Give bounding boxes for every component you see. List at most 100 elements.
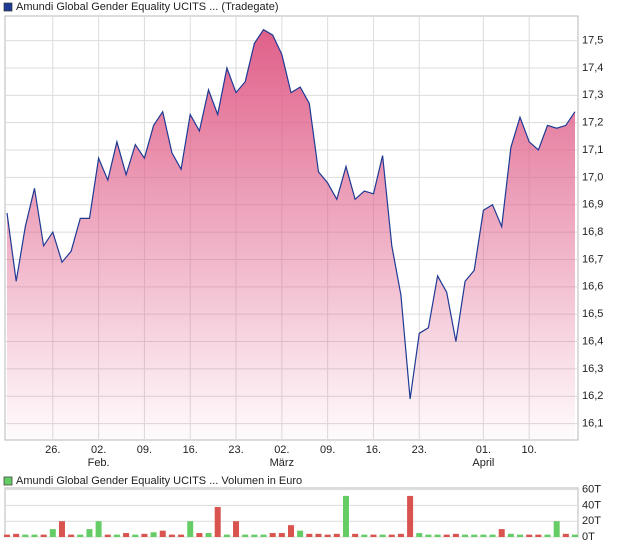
volume-bar <box>370 534 377 537</box>
volume-bar <box>361 534 368 537</box>
x-tick-label: 23. <box>228 444 243 456</box>
x-month-label: April <box>472 457 494 469</box>
volume-bar <box>407 495 414 537</box>
volume-bar <box>288 525 294 537</box>
volume-bar <box>113 534 120 537</box>
volume-bar <box>315 533 322 537</box>
legend-swatch <box>3 2 13 12</box>
volume-bar <box>388 534 395 537</box>
volume-bar <box>123 533 130 537</box>
x-tick-label: 09. <box>137 444 152 456</box>
x-month-label: März <box>270 457 294 469</box>
x-tick-label: 23. <box>412 444 427 456</box>
y-tick-label: 16,1 <box>582 417 603 429</box>
volume-bar <box>68 534 75 537</box>
volume-bar <box>205 533 212 537</box>
volume-bar <box>480 534 487 537</box>
volume-bar <box>379 534 386 537</box>
x-tick-label: 10. <box>522 444 537 456</box>
y-tick-label: 0T <box>582 531 595 543</box>
volume-bar <box>544 534 551 537</box>
volume-bar <box>86 529 93 537</box>
volume-bar <box>40 534 47 537</box>
y-tick-label: 17,3 <box>582 89 603 101</box>
y-tick-label: 16,6 <box>582 281 603 293</box>
volume-bar <box>342 495 349 537</box>
volume-bar <box>260 534 267 537</box>
x-tick-label: 02. <box>274 444 289 456</box>
volume-bar <box>452 533 459 537</box>
volume-bar <box>297 530 304 537</box>
volume-bar <box>553 521 560 537</box>
y-tick-label: 16,8 <box>582 226 603 238</box>
volume-bar <box>242 534 249 537</box>
y-tick-label: 16,4 <box>582 335 603 347</box>
volume-bar <box>187 521 194 537</box>
volume-bar <box>306 533 313 537</box>
volume-bar <box>141 533 148 537</box>
legend-label: Amundi Global Gender Equality UCITS ... … <box>16 475 302 487</box>
volume-bar <box>462 534 469 537</box>
y-tick-label: 16,5 <box>582 308 603 320</box>
volume-bar <box>562 533 569 537</box>
volume-bar <box>425 534 432 537</box>
volume-bar <box>498 529 505 537</box>
x-tick-label: 16. <box>366 444 381 456</box>
volume-bar <box>178 534 185 537</box>
y-tick-label: 17,2 <box>582 117 603 129</box>
volume-bar <box>233 521 240 537</box>
y-tick-label: 20T <box>582 515 601 527</box>
volume-bar <box>95 521 102 537</box>
y-tick-label: 60T <box>582 483 601 495</box>
volume-bar <box>324 534 331 537</box>
volume-bar <box>434 534 441 537</box>
volume-bar <box>526 534 533 537</box>
x-tick-label: 09. <box>320 444 335 456</box>
legend-swatch <box>3 476 13 486</box>
volume-bar <box>572 534 578 537</box>
volume-bar <box>159 530 166 537</box>
y-tick-label: 16,7 <box>582 253 603 265</box>
y-tick-label: 16,2 <box>582 390 603 402</box>
volume-bar <box>251 534 258 537</box>
x-tick-label: 01. <box>476 444 491 456</box>
volume-bar <box>443 534 450 537</box>
volume-bar <box>13 533 20 537</box>
volume-bar <box>168 534 175 537</box>
volume-bar <box>49 529 56 537</box>
volume-bar <box>132 534 139 537</box>
volume-bar <box>517 534 524 537</box>
volume-bar <box>489 534 496 537</box>
volume-bar <box>31 534 38 537</box>
y-tick-label: 16,3 <box>582 363 603 375</box>
volume-bar <box>196 533 203 537</box>
volume-bar <box>278 533 285 537</box>
y-tick-label: 17,0 <box>582 171 603 183</box>
volume-bar <box>150 532 157 537</box>
volume-bar <box>352 533 359 537</box>
volume-bar <box>333 533 340 537</box>
price-line <box>6 28 576 400</box>
volume-bar <box>58 521 65 537</box>
volume-bar <box>77 534 84 537</box>
volume-bar <box>269 533 276 537</box>
volume-bar <box>416 533 423 537</box>
volume-bar <box>223 534 230 537</box>
volume-bar <box>471 534 478 537</box>
x-tick-label: 02. <box>91 444 106 456</box>
x-month-label: Feb. <box>88 457 110 469</box>
legend-label: Amundi Global Gender Equality UCITS ... … <box>16 1 279 13</box>
x-tick-label: 26. <box>45 444 60 456</box>
y-tick-label: 40T <box>582 499 601 511</box>
x-tick-label: 16. <box>183 444 198 456</box>
volume-bar <box>22 534 29 537</box>
y-tick-label: 17,5 <box>582 35 603 47</box>
y-tick-label: 17,4 <box>582 62 603 74</box>
y-tick-label: 17,1 <box>582 144 603 156</box>
volume-bar <box>104 534 111 537</box>
volume-bar <box>214 506 221 537</box>
volume-bar <box>507 533 514 537</box>
volume-bar <box>397 533 404 537</box>
area-fill <box>7 29 575 440</box>
